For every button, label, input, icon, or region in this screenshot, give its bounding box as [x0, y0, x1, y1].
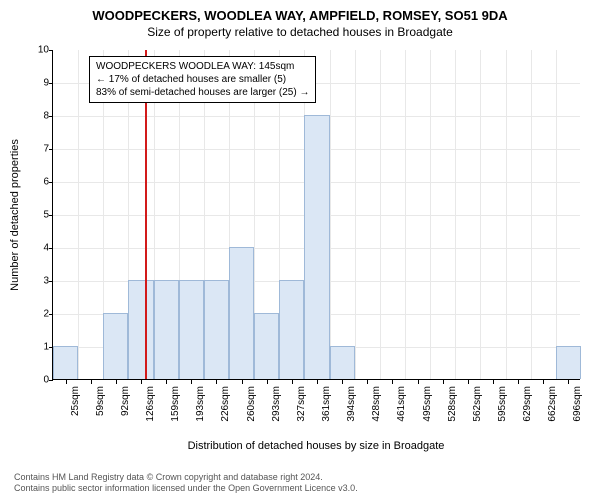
x-axis-label: Distribution of detached houses by size …	[52, 440, 580, 452]
y-tick-label: 8	[27, 111, 49, 122]
histogram-bar	[229, 247, 254, 379]
chart-title: WOODPECKERS, WOODLEA WAY, AMPFIELD, ROMS…	[0, 0, 600, 23]
x-tick-label: 595sqm	[497, 386, 508, 422]
footer-attribution: Contains HM Land Registry data © Crown c…	[14, 472, 358, 495]
chart-area: 01234567891025sqm59sqm92sqm126sqm159sqm1…	[52, 50, 580, 380]
y-tick-label: 5	[27, 210, 49, 221]
x-tick-label: 495sqm	[422, 386, 433, 422]
histogram-bar	[128, 280, 153, 379]
annotation-line: ← 17% of detached houses are smaller (5)	[96, 73, 309, 86]
annotation-line: 83% of semi-detached houses are larger (…	[96, 86, 309, 99]
x-tick-label: 528sqm	[447, 386, 458, 422]
y-tick-label: 2	[27, 309, 49, 320]
histogram-bar	[103, 313, 128, 379]
x-tick-label: 696sqm	[572, 386, 583, 422]
y-axis-label: Number of detached properties	[8, 50, 22, 380]
y-tick-label: 10	[27, 45, 49, 56]
x-tick-label: 293sqm	[271, 386, 282, 422]
y-tick-label: 1	[27, 342, 49, 353]
x-tick-label: 226sqm	[220, 386, 231, 422]
annotation-line: WOODPECKERS WOODLEA WAY: 145sqm	[96, 60, 309, 73]
x-tick-label: 562sqm	[472, 386, 483, 422]
histogram-bar	[304, 115, 329, 379]
y-tick-label: 6	[27, 177, 49, 188]
x-tick-label: 428sqm	[371, 386, 382, 422]
y-tick-label: 3	[27, 276, 49, 287]
x-tick-label: 59sqm	[95, 386, 106, 416]
histogram-bar	[254, 313, 279, 379]
x-tick-label: 662sqm	[547, 386, 558, 422]
x-tick-label: 394sqm	[346, 386, 357, 422]
chart-subtitle: Size of property relative to detached ho…	[0, 25, 600, 39]
x-tick-label: 629sqm	[522, 386, 533, 422]
annotation-box: WOODPECKERS WOODLEA WAY: 145sqm← 17% of …	[89, 56, 316, 103]
plot-region: 01234567891025sqm59sqm92sqm126sqm159sqm1…	[52, 50, 580, 380]
histogram-bar	[556, 346, 581, 379]
x-tick-label: 461sqm	[396, 386, 407, 422]
y-tick-label: 0	[27, 375, 49, 386]
x-tick-label: 193sqm	[195, 386, 206, 422]
x-tick-label: 126sqm	[145, 386, 156, 422]
y-tick-label: 4	[27, 243, 49, 254]
y-tick-label: 9	[27, 78, 49, 89]
x-tick-label: 260sqm	[246, 386, 257, 422]
histogram-bar	[53, 346, 78, 379]
x-tick-label: 327sqm	[296, 386, 307, 422]
histogram-bar	[204, 280, 229, 379]
y-tick-label: 7	[27, 144, 49, 155]
histogram-bar	[330, 346, 355, 379]
histogram-bar	[179, 280, 204, 379]
x-tick-label: 361sqm	[321, 386, 332, 422]
histogram-bar	[154, 280, 179, 379]
x-tick-label: 92sqm	[120, 386, 131, 416]
x-tick-label: 25sqm	[70, 386, 81, 416]
histogram-bar	[279, 280, 304, 379]
x-tick-label: 159sqm	[170, 386, 181, 422]
